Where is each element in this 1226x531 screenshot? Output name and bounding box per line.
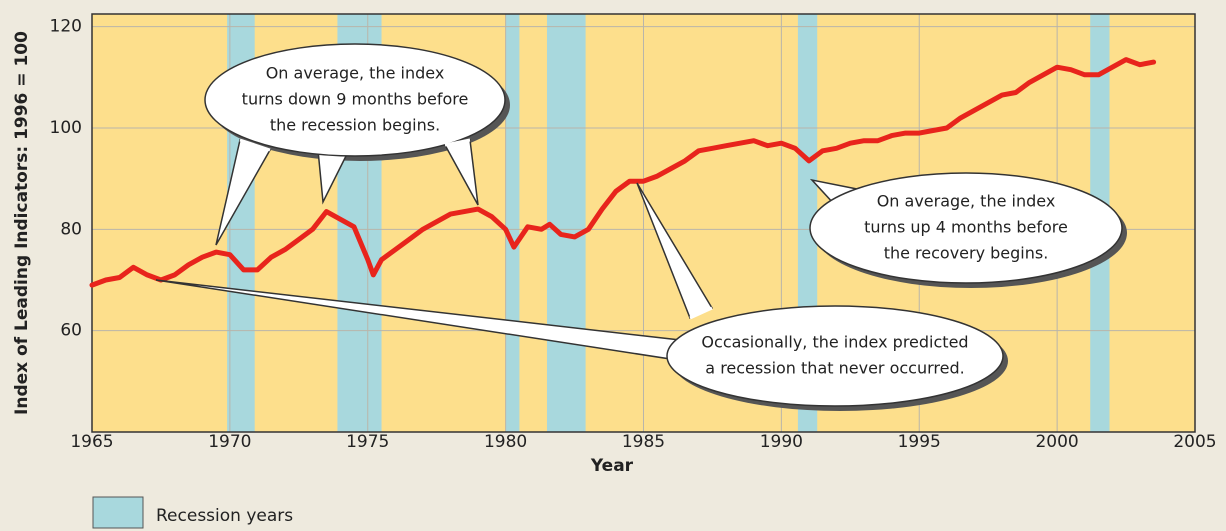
plot-border — [91, 13, 1196, 433]
annotation: On average, the index — [877, 192, 1056, 211]
annotation: turns up 4 months before — [864, 218, 1068, 237]
y-tick-label: 120 — [50, 17, 82, 37]
callout-pointer-joint — [444, 138, 471, 147]
annotation: the recession begins. — [270, 116, 440, 135]
callout — [809, 172, 1123, 284]
annotation: turns down 9 months before — [242, 90, 469, 109]
y-tick-label: 100 — [50, 118, 82, 138]
annotation: On average, the index — [266, 64, 445, 83]
x-tick-label: 1970 — [208, 432, 251, 452]
annotation: the recovery begins. — [884, 244, 1049, 263]
callout-pointer-joint — [317, 148, 349, 154]
x-tick-label: 2000 — [1035, 432, 1078, 452]
legend-label: Recession years — [156, 506, 293, 526]
callout-pointer-joint — [834, 188, 863, 207]
x-tick-label: 1995 — [898, 432, 941, 452]
legend-swatch — [92, 496, 144, 529]
recession-band — [546, 14, 586, 432]
callout-pointer-joint — [689, 306, 713, 320]
x-axis-label: Year — [590, 456, 634, 476]
annotation: Occasionally, the index predicted — [701, 333, 968, 352]
y-axis-label: Index of Leading Indicators: 1996 = 100 — [12, 31, 32, 415]
x-tick-label: 1990 — [760, 432, 803, 452]
x-tick-label: 1985 — [622, 432, 665, 452]
y-tick-label: 80 — [60, 219, 82, 239]
recession-band — [505, 14, 520, 432]
x-tick-label: 2005 — [1173, 432, 1216, 452]
callout — [666, 305, 1004, 407]
callout-pointer-joint — [239, 138, 271, 152]
callout — [204, 43, 506, 157]
data-line — [89, 57, 1157, 288]
x-tick-label: 1980 — [484, 432, 527, 452]
annotation: a recession that never occurred. — [705, 359, 964, 378]
x-tick-label: 1975 — [346, 432, 389, 452]
x-tick-label: 1965 — [70, 432, 113, 452]
y-tick-label: 60 — [60, 321, 82, 341]
callout-pointer-joint — [678, 339, 692, 363]
